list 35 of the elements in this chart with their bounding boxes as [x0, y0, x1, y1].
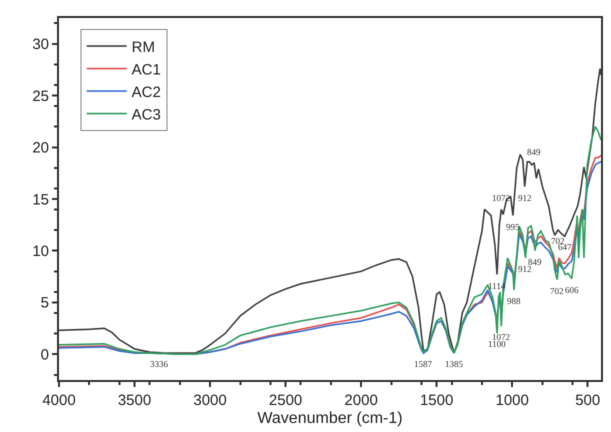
- x-tick-label: 500: [575, 392, 600, 409]
- annotation: 1587: [414, 359, 432, 369]
- x-axis-title: Wavenumber (cm-1): [257, 410, 403, 428]
- y-tick-label: 15: [32, 191, 49, 208]
- x-tick-label: 2000: [344, 392, 378, 409]
- x-tick-label: 3000: [193, 392, 227, 409]
- annotation: 912: [518, 193, 532, 203]
- x-tick-label: 4000: [42, 392, 76, 409]
- annotation: 912: [518, 264, 532, 274]
- annotation: 3336: [150, 359, 168, 369]
- y-tick-label: 0: [40, 346, 49, 364]
- annotation: 1072: [492, 332, 510, 342]
- y-tick-label: 5: [40, 294, 49, 312]
- annotation: 995: [506, 222, 520, 232]
- y-tick-label: 10: [32, 242, 49, 260]
- y-tick-label: 30: [32, 36, 49, 54]
- legend-label: AC1: [132, 61, 161, 78]
- x-tick-label: 2500: [268, 392, 302, 409]
- annotation: 702: [550, 286, 564, 296]
- y-tick-label: 25: [32, 88, 49, 105]
- annotation: 1100: [488, 339, 506, 349]
- annotation: 988: [507, 296, 521, 306]
- annotation: 1385: [445, 359, 464, 369]
- x-tick-label: 1500: [420, 392, 454, 409]
- legend-label: RM: [132, 38, 156, 56]
- annotation: 702: [551, 236, 564, 246]
- y-tick-label: 20: [32, 140, 49, 157]
- x-tick-label: 1000: [495, 392, 529, 409]
- annotation: 606: [565, 285, 579, 295]
- annotation: 849: [528, 257, 542, 267]
- annotation: 849: [527, 147, 541, 157]
- x-tick-label: 3500: [118, 392, 152, 409]
- legend-label: AC3: [132, 106, 161, 124]
- annotation: 1072: [492, 193, 510, 203]
- legend-label: AC2: [132, 84, 161, 101]
